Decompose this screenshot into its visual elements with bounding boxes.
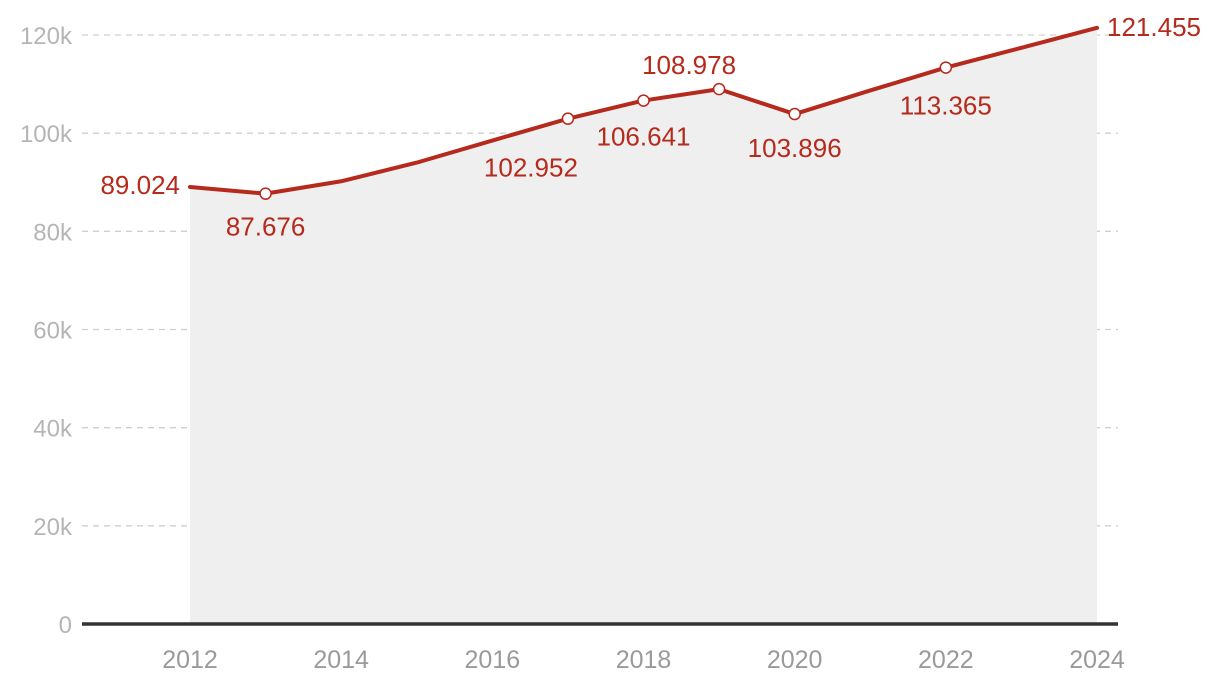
data-label: 108.978 — [642, 50, 736, 80]
data-label: 87.676 — [226, 212, 306, 242]
y-tick-label: 20k — [33, 514, 73, 541]
point-markers — [259, 61, 953, 200]
y-tick-label: 0 — [59, 612, 72, 639]
data-label: 113.365 — [900, 91, 992, 121]
data-label: 89.024 — [100, 170, 180, 200]
data-labels: 89.024 87.676 102.952 106.641 108.978 103.896… — [100, 12, 1201, 242]
y-tick-label: 80k — [33, 219, 73, 246]
x-tick-label: 2016 — [465, 646, 521, 674]
x-tick-label: 2022 — [918, 646, 974, 674]
x-tick-label: 2024 — [1069, 646, 1125, 674]
point-marker — [637, 94, 650, 107]
x-tick-label: 2020 — [767, 646, 823, 674]
point-marker — [939, 61, 953, 74]
point-marker — [259, 187, 272, 200]
area-fill — [190, 27, 1097, 624]
y-tick-label: 40k — [33, 416, 73, 443]
x-tick-label: 2014 — [313, 646, 369, 674]
data-label: 103.896 — [748, 133, 842, 163]
data-label: 106.641 — [597, 122, 691, 152]
point-marker — [561, 112, 575, 125]
data-label: 121.455 — [1107, 12, 1201, 42]
x-tick-label: 2018 — [616, 646, 672, 674]
point-marker — [712, 82, 726, 96]
y-tick-label: 120k — [20, 23, 73, 50]
y-tick-label: 60k — [33, 318, 73, 345]
y-tick-label: 100k — [20, 121, 73, 148]
point-marker — [788, 107, 801, 121]
data-label: 102.952 — [484, 153, 578, 183]
x-tick-label: 2012 — [162, 646, 218, 674]
area-layer — [190, 27, 1097, 624]
y-axis-tick-labels: 0 20k 40k 60k 80k 100k 120k — [20, 23, 73, 639]
x-axis-tick-labels: 2012 2014 2016 2018 2020 2022 2024 — [162, 646, 1125, 674]
